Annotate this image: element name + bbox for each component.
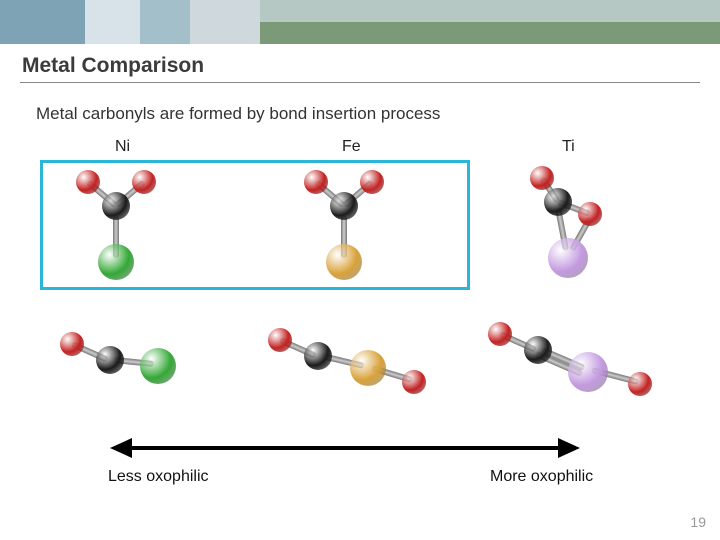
atom — [330, 192, 358, 220]
column-label: Fe — [342, 138, 361, 156]
arrow-line — [128, 446, 562, 450]
column-label: Ni — [115, 138, 130, 156]
banner-segment — [260, 0, 720, 22]
atom — [548, 238, 588, 278]
atom — [350, 350, 386, 386]
slide: Metal Comparison Metal carbonyls are for… — [0, 0, 720, 540]
atom — [304, 342, 332, 370]
banner-segment — [190, 0, 260, 44]
molecule — [298, 172, 468, 292]
molecule — [268, 326, 438, 446]
banner-segment — [85, 0, 140, 44]
banner-segment — [260, 22, 720, 44]
banner-segment — [140, 0, 190, 44]
page-number: 19 — [690, 514, 706, 530]
atom — [530, 166, 554, 190]
atom — [102, 192, 130, 220]
molecule — [488, 320, 658, 440]
atom — [60, 332, 84, 356]
title-underline — [20, 82, 700, 83]
arrow-head-left — [110, 438, 132, 458]
axis-label-right: More oxophilic — [490, 468, 593, 486]
atom — [326, 244, 362, 280]
slide-subtitle: Metal carbonyls are formed by bond inser… — [36, 104, 440, 124]
molecule — [60, 330, 230, 450]
atom — [268, 328, 292, 352]
atom — [544, 188, 572, 216]
molecule — [70, 172, 240, 292]
banner-segment — [0, 0, 85, 44]
atom — [360, 170, 384, 194]
molecule — [512, 168, 682, 288]
atom — [304, 170, 328, 194]
axis-label-left: Less oxophilic — [108, 468, 209, 486]
atom — [140, 348, 176, 384]
arrow-head-right — [558, 438, 580, 458]
column-label: Ti — [562, 138, 575, 156]
slide-title: Metal Comparison — [22, 54, 204, 78]
atom — [76, 170, 100, 194]
atom — [628, 372, 652, 396]
atom — [568, 352, 608, 392]
atom — [524, 336, 552, 364]
atom — [98, 244, 134, 280]
top-banner — [0, 0, 720, 44]
atom — [488, 322, 512, 346]
atom — [578, 202, 602, 226]
atom — [132, 170, 156, 194]
atom — [96, 346, 124, 374]
atom — [402, 370, 426, 394]
